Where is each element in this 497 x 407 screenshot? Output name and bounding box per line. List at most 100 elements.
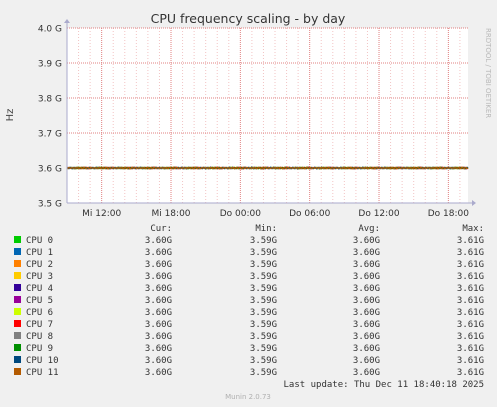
- legend: Cur: Min: Avg: Max: CPU 0 3.60G 3.59G 3.60G…: [14, 224, 484, 378]
- y-axis-label: Hz: [5, 109, 16, 122]
- legend-avg: 3.60G: [353, 272, 380, 282]
- legend-name: CPU 5: [26, 296, 53, 306]
- legend-min: 3.59G: [250, 356, 277, 366]
- munin-version: Munin 2.0.73: [225, 393, 271, 401]
- legend-max: 3.61G: [457, 356, 484, 366]
- legend-name: CPU 2: [26, 260, 53, 270]
- x-tick-label: Do 06:00: [289, 209, 331, 219]
- legend-min: 3.59G: [250, 284, 277, 294]
- legend-header-cur: Cur:: [150, 224, 172, 234]
- legend-cur: 3.60G: [145, 260, 172, 270]
- legend-avg: 3.60G: [353, 284, 380, 294]
- legend-avg: 3.60G: [353, 236, 380, 246]
- legend-swatch: [14, 368, 21, 375]
- x-tick-label: Do 12:00: [358, 209, 400, 219]
- legend-max: 3.61G: [457, 272, 484, 282]
- legend-cur: 3.60G: [145, 296, 172, 306]
- legend-swatch: [14, 236, 21, 243]
- legend-swatch: [14, 248, 21, 255]
- legend-name: CPU 10: [26, 356, 59, 366]
- legend-header-avg: Avg:: [358, 224, 380, 234]
- legend-max: 3.61G: [457, 284, 484, 294]
- series-lines: [66, 166, 469, 170]
- legend-cur: 3.60G: [145, 344, 172, 354]
- legend-min: 3.59G: [250, 320, 277, 330]
- x-tick-labels: Mi 12:00 Mi 18:00 Do 00:00 Do 06:00 Do 12:00…: [82, 209, 469, 219]
- legend-max: 3.61G: [457, 320, 484, 330]
- legend-name: CPU 0: [26, 236, 53, 246]
- y-tick-label: 3.8 G: [38, 95, 62, 105]
- legend-cur: 3.60G: [145, 284, 172, 294]
- legend-name: CPU 11: [26, 368, 59, 378]
- legend-cur: 3.60G: [145, 356, 172, 366]
- legend-avg: 3.60G: [353, 344, 380, 354]
- legend-min: 3.59G: [250, 260, 277, 270]
- rrdtool-watermark: RRDTOOL / TOBI OETIKER: [484, 28, 492, 118]
- series-line-cpu-11: [66, 166, 469, 170]
- legend-avg: 3.60G: [353, 260, 380, 270]
- legend-name: CPU 7: [26, 320, 53, 330]
- legend-max: 3.61G: [457, 236, 484, 246]
- y-tick-label: 4.0 G: [38, 25, 62, 35]
- last-update: Last update: Thu Dec 11 18:40:18 2025: [284, 380, 484, 390]
- legend-cur: 3.60G: [145, 368, 172, 378]
- legend-avg: 3.60G: [353, 296, 380, 306]
- y-axis-arrow: [64, 19, 70, 23]
- x-axis-arrow: [472, 200, 476, 206]
- legend-cur: 3.60G: [145, 332, 172, 342]
- legend-min: 3.59G: [250, 344, 277, 354]
- legend-swatch: [14, 296, 21, 303]
- legend-name: CPU 8: [26, 332, 53, 342]
- legend-min: 3.59G: [250, 308, 277, 318]
- legend-min: 3.59G: [250, 272, 277, 282]
- y-tick-label: 3.6 G: [38, 165, 62, 175]
- chart-title: CPU frequency scaling - by day: [151, 11, 346, 26]
- y-tick-label: 3.5 G: [38, 200, 62, 210]
- legend-rows: CPU 0 3.60G 3.59G 3.60G 3.61G CPU 1 3.60G 3.59G…: [14, 236, 484, 378]
- legend-name: CPU 3: [26, 272, 53, 282]
- legend-swatch: [14, 308, 21, 315]
- legend-min: 3.59G: [250, 236, 277, 246]
- legend-name: CPU 9: [26, 344, 53, 354]
- legend-max: 3.61G: [457, 344, 484, 354]
- legend-swatch: [14, 344, 21, 351]
- legend-avg: 3.60G: [353, 356, 380, 366]
- legend-cur: 3.60G: [145, 248, 172, 258]
- plot-area: [67, 28, 468, 203]
- legend-max: 3.61G: [457, 260, 484, 270]
- x-tick-label: Mi 18:00: [151, 209, 190, 219]
- y-tick-labels: 3.5 G 3.6 G 3.7 G 3.8 G 3.9 G 4.0 G: [38, 25, 62, 210]
- legend-max: 3.61G: [457, 308, 484, 318]
- x-tick-label: Do 00:00: [220, 209, 262, 219]
- legend-max: 3.61G: [457, 332, 484, 342]
- legend-swatch: [14, 284, 21, 291]
- legend-cur: 3.60G: [145, 236, 172, 246]
- legend-min: 3.59G: [250, 332, 277, 342]
- vertical-gridlines: [78, 28, 461, 203]
- legend-header-min: Min:: [255, 224, 277, 234]
- legend-avg: 3.60G: [353, 308, 380, 318]
- legend-swatch: [14, 260, 21, 267]
- legend-avg: 3.60G: [353, 248, 380, 258]
- legend-name: CPU 4: [26, 284, 53, 294]
- legend-max: 3.61G: [457, 248, 484, 258]
- legend-cur: 3.60G: [145, 272, 172, 282]
- legend-cur: 3.60G: [145, 308, 172, 318]
- legend-max: 3.61G: [457, 368, 484, 378]
- legend-swatch: [14, 272, 21, 279]
- legend-header-max: Max:: [462, 224, 484, 234]
- legend-swatch: [14, 356, 21, 363]
- y-tick-label: 3.7 G: [38, 130, 62, 140]
- legend-min: 3.59G: [250, 368, 277, 378]
- axes: [64, 19, 476, 206]
- legend-avg: 3.60G: [353, 368, 380, 378]
- legend-name: CPU 6: [26, 308, 53, 318]
- x-tick-label: Do 18:00: [428, 209, 470, 219]
- x-tick-label: Mi 12:00: [82, 209, 121, 219]
- legend-avg: 3.60G: [353, 320, 380, 330]
- legend-min: 3.59G: [250, 296, 277, 306]
- legend-cur: 3.60G: [145, 320, 172, 330]
- legend-min: 3.59G: [250, 248, 277, 258]
- legend-max: 3.61G: [457, 296, 484, 306]
